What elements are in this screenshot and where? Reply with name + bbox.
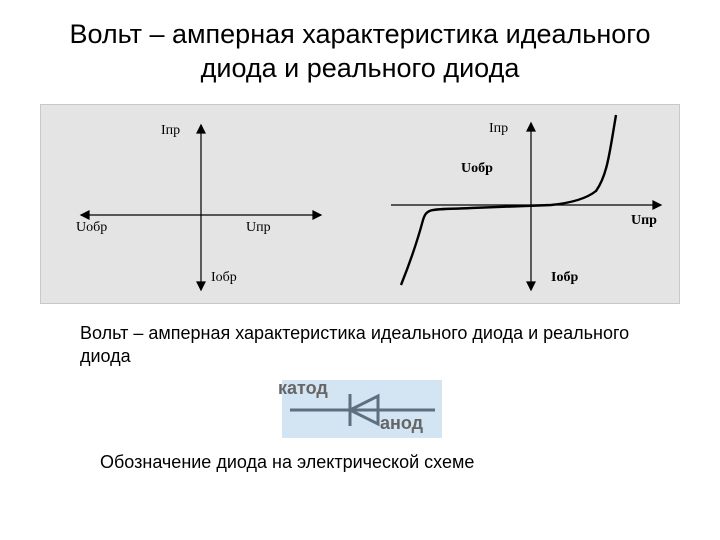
real-label-uobr: Uобр [461, 161, 493, 177]
real-label-iobr: Iобр [551, 270, 578, 286]
ideal-diode-chart: Iпр Iобр Uобр Uпр [41, 105, 361, 303]
ideal-chart-svg [41, 105, 361, 305]
chart-panel: Iпр Iобр Uобр Uпр Iпр Iобр Uобр Uпр [40, 104, 680, 304]
caption-symbol: Обозначение диода на электрической схеме [100, 452, 640, 473]
real-label-upr: Uпр [631, 213, 657, 229]
cathode-label: катод [278, 378, 328, 399]
ideal-label-upr: Uпр [246, 220, 271, 236]
ideal-label-uobr: Uобр [76, 220, 107, 236]
anode-label: анод [380, 413, 423, 434]
real-diode-chart: Iпр Iобр Uобр Uпр [361, 105, 681, 303]
ideal-label-ipr: Iпр [161, 123, 180, 139]
real-chart-svg [361, 105, 681, 305]
real-label-ipr: Iпр [489, 121, 508, 137]
ideal-label-iobr: Iобр [211, 270, 237, 286]
page-title: Вольт – амперная характеристика идеально… [0, 0, 720, 96]
caption-iv: Вольт – амперная характеристика идеально… [80, 322, 640, 369]
diode-symbol-block: катод анод [250, 376, 470, 442]
